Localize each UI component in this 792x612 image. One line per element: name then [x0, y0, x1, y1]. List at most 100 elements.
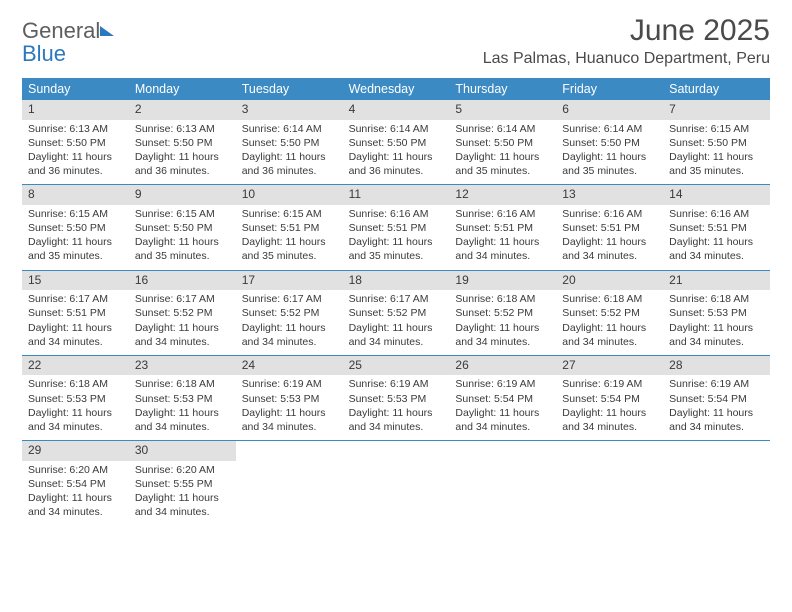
day-number: 9: [129, 185, 236, 205]
day-cell: 23Sunrise: 6:18 AMSunset: 5:53 PMDayligh…: [129, 356, 236, 440]
day-cell: 6Sunrise: 6:14 AMSunset: 5:50 PMDaylight…: [556, 100, 663, 184]
day-number: 1: [22, 100, 129, 120]
day-info: Sunrise: 6:14 AMSunset: 5:50 PMDaylight:…: [236, 120, 343, 185]
day-info: Sunrise: 6:17 AMSunset: 5:51 PMDaylight:…: [22, 290, 129, 355]
day-info: Sunrise: 6:16 AMSunset: 5:51 PMDaylight:…: [449, 205, 556, 270]
week-row: 8Sunrise: 6:15 AMSunset: 5:50 PMDaylight…: [22, 185, 770, 270]
day-number: 17: [236, 271, 343, 291]
day-number: 18: [343, 271, 450, 291]
day-cell: 10Sunrise: 6:15 AMSunset: 5:51 PMDayligh…: [236, 185, 343, 269]
day-number: 5: [449, 100, 556, 120]
day-number: 30: [129, 441, 236, 461]
day-cell: 29Sunrise: 6:20 AMSunset: 5:54 PMDayligh…: [22, 441, 129, 525]
day-info: Sunrise: 6:17 AMSunset: 5:52 PMDaylight:…: [129, 290, 236, 355]
day-info: Sunrise: 6:18 AMSunset: 5:53 PMDaylight:…: [129, 375, 236, 440]
week-row: 15Sunrise: 6:17 AMSunset: 5:51 PMDayligh…: [22, 271, 770, 356]
day-info: Sunrise: 6:19 AMSunset: 5:54 PMDaylight:…: [556, 375, 663, 440]
day-cell: 27Sunrise: 6:19 AMSunset: 5:54 PMDayligh…: [556, 356, 663, 440]
day-number: 13: [556, 185, 663, 205]
day-number: 10: [236, 185, 343, 205]
day-number: 15: [22, 271, 129, 291]
day-number: 16: [129, 271, 236, 291]
day-cell: 17Sunrise: 6:17 AMSunset: 5:52 PMDayligh…: [236, 271, 343, 355]
day-cell: 1Sunrise: 6:13 AMSunset: 5:50 PMDaylight…: [22, 100, 129, 184]
day-cell: 7Sunrise: 6:15 AMSunset: 5:50 PMDaylight…: [663, 100, 770, 184]
day-cell: 28Sunrise: 6:19 AMSunset: 5:54 PMDayligh…: [663, 356, 770, 440]
week-row: 29Sunrise: 6:20 AMSunset: 5:54 PMDayligh…: [22, 441, 770, 525]
dow-monday: Monday: [129, 78, 236, 100]
day-info: Sunrise: 6:15 AMSunset: 5:50 PMDaylight:…: [22, 205, 129, 270]
day-number: 7: [663, 100, 770, 120]
day-cell: ..: [556, 441, 663, 525]
day-info: Sunrise: 6:20 AMSunset: 5:55 PMDaylight:…: [129, 461, 236, 526]
header: General Blue June 2025 Las Palmas, Huanu…: [0, 0, 792, 68]
dow-tuesday: Tuesday: [236, 78, 343, 100]
day-cell: 13Sunrise: 6:16 AMSunset: 5:51 PMDayligh…: [556, 185, 663, 269]
day-number: 11: [343, 185, 450, 205]
month-title: June 2025: [483, 14, 770, 48]
day-cell: 8Sunrise: 6:15 AMSunset: 5:50 PMDaylight…: [22, 185, 129, 269]
day-cell: 24Sunrise: 6:19 AMSunset: 5:53 PMDayligh…: [236, 356, 343, 440]
day-cell: 30Sunrise: 6:20 AMSunset: 5:55 PMDayligh…: [129, 441, 236, 525]
brand-logo: General Blue: [22, 14, 114, 66]
day-info: Sunrise: 6:14 AMSunset: 5:50 PMDaylight:…: [343, 120, 450, 185]
day-number: 23: [129, 356, 236, 376]
day-info: Sunrise: 6:15 AMSunset: 5:51 PMDaylight:…: [236, 205, 343, 270]
day-info: Sunrise: 6:18 AMSunset: 5:52 PMDaylight:…: [449, 290, 556, 355]
day-cell: ..: [663, 441, 770, 525]
day-cell: ..: [449, 441, 556, 525]
brand-part1: General: [22, 18, 100, 43]
day-number: 4: [343, 100, 450, 120]
day-number: 19: [449, 271, 556, 291]
day-cell: 21Sunrise: 6:18 AMSunset: 5:53 PMDayligh…: [663, 271, 770, 355]
day-info: Sunrise: 6:16 AMSunset: 5:51 PMDaylight:…: [343, 205, 450, 270]
day-number: 6: [556, 100, 663, 120]
day-info: Sunrise: 6:19 AMSunset: 5:54 PMDaylight:…: [449, 375, 556, 440]
day-cell: 9Sunrise: 6:15 AMSunset: 5:50 PMDaylight…: [129, 185, 236, 269]
calendar: Sunday Monday Tuesday Wednesday Thursday…: [22, 78, 770, 525]
day-cell: ..: [236, 441, 343, 525]
day-cell: 18Sunrise: 6:17 AMSunset: 5:52 PMDayligh…: [343, 271, 450, 355]
day-info: Sunrise: 6:19 AMSunset: 5:54 PMDaylight:…: [663, 375, 770, 440]
day-info: Sunrise: 6:19 AMSunset: 5:53 PMDaylight:…: [343, 375, 450, 440]
day-cell: 11Sunrise: 6:16 AMSunset: 5:51 PMDayligh…: [343, 185, 450, 269]
day-cell: 3Sunrise: 6:14 AMSunset: 5:50 PMDaylight…: [236, 100, 343, 184]
day-info: Sunrise: 6:15 AMSunset: 5:50 PMDaylight:…: [129, 205, 236, 270]
day-info: Sunrise: 6:14 AMSunset: 5:50 PMDaylight:…: [556, 120, 663, 185]
day-cell: 20Sunrise: 6:18 AMSunset: 5:52 PMDayligh…: [556, 271, 663, 355]
day-info: Sunrise: 6:17 AMSunset: 5:52 PMDaylight:…: [343, 290, 450, 355]
day-number: 14: [663, 185, 770, 205]
day-info: Sunrise: 6:13 AMSunset: 5:50 PMDaylight:…: [22, 120, 129, 185]
day-number: 22: [22, 356, 129, 376]
day-number: 21: [663, 271, 770, 291]
week-row: 1Sunrise: 6:13 AMSunset: 5:50 PMDaylight…: [22, 100, 770, 185]
day-number: 28: [663, 356, 770, 376]
day-info: Sunrise: 6:13 AMSunset: 5:50 PMDaylight:…: [129, 120, 236, 185]
day-number: 3: [236, 100, 343, 120]
day-cell: 22Sunrise: 6:18 AMSunset: 5:53 PMDayligh…: [22, 356, 129, 440]
dow-friday: Friday: [556, 78, 663, 100]
day-cell: 26Sunrise: 6:19 AMSunset: 5:54 PMDayligh…: [449, 356, 556, 440]
day-cell: 14Sunrise: 6:16 AMSunset: 5:51 PMDayligh…: [663, 185, 770, 269]
day-cell: 2Sunrise: 6:13 AMSunset: 5:50 PMDaylight…: [129, 100, 236, 184]
day-info: Sunrise: 6:17 AMSunset: 5:52 PMDaylight:…: [236, 290, 343, 355]
dow-saturday: Saturday: [663, 78, 770, 100]
day-number: 2: [129, 100, 236, 120]
day-info: Sunrise: 6:15 AMSunset: 5:50 PMDaylight:…: [663, 120, 770, 185]
day-number: 20: [556, 271, 663, 291]
day-cell: 12Sunrise: 6:16 AMSunset: 5:51 PMDayligh…: [449, 185, 556, 269]
day-cell: 19Sunrise: 6:18 AMSunset: 5:52 PMDayligh…: [449, 271, 556, 355]
day-number: 29: [22, 441, 129, 461]
week-row: 22Sunrise: 6:18 AMSunset: 5:53 PMDayligh…: [22, 356, 770, 441]
day-of-week-row: Sunday Monday Tuesday Wednesday Thursday…: [22, 78, 770, 100]
day-info: Sunrise: 6:18 AMSunset: 5:53 PMDaylight:…: [22, 375, 129, 440]
dow-thursday: Thursday: [449, 78, 556, 100]
day-number: 24: [236, 356, 343, 376]
day-info: Sunrise: 6:16 AMSunset: 5:51 PMDaylight:…: [663, 205, 770, 270]
brand-triangle-icon: [100, 26, 114, 36]
day-number: 25: [343, 356, 450, 376]
day-info: Sunrise: 6:20 AMSunset: 5:54 PMDaylight:…: [22, 461, 129, 526]
day-number: 27: [556, 356, 663, 376]
day-number: 8: [22, 185, 129, 205]
title-block: June 2025 Las Palmas, Huanuco Department…: [483, 14, 770, 68]
